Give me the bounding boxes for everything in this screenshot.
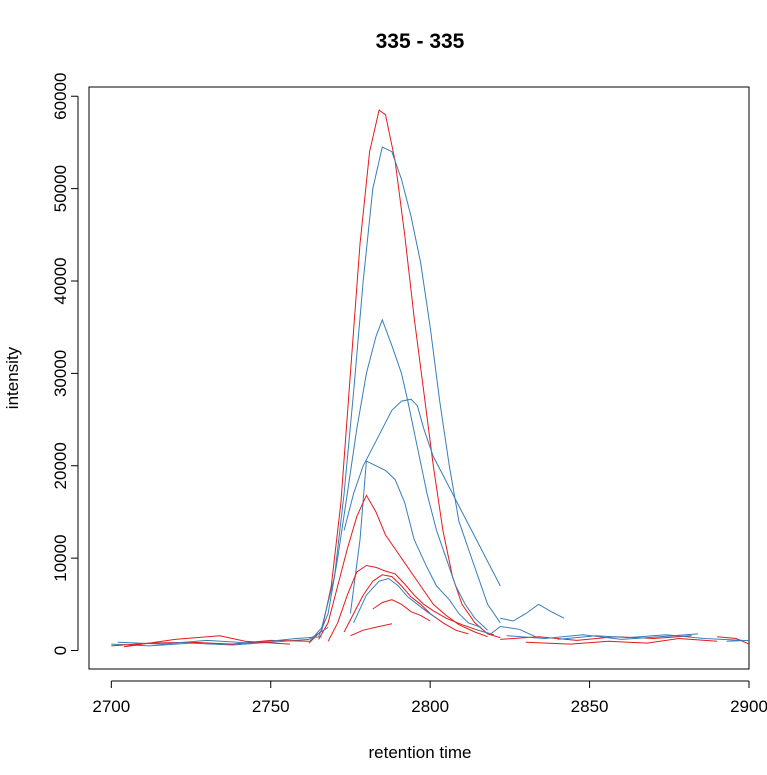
series-line-6 — [318, 494, 488, 640]
series-line-11 — [350, 623, 393, 637]
y-tick-label: 30000 — [51, 350, 70, 397]
x-axis: 2700 2750 2800 2850 2900 — [92, 680, 767, 716]
series-line-3 — [318, 318, 488, 637]
series-line-17 — [124, 635, 290, 648]
series-line-16 — [117, 636, 322, 645]
y-axis-label: intensity — [3, 346, 22, 409]
y-axis: 0 10000 20000 30000 40000 50000 60000 — [51, 73, 79, 655]
series-line-20 — [525, 637, 718, 645]
series-line-19 — [506, 633, 699, 640]
series-line-7 — [327, 564, 495, 642]
series-line-23 — [726, 639, 750, 642]
x-tick-label: 2700 — [92, 697, 130, 716]
x-axis-label: retention time — [369, 743, 472, 762]
series-line-1 — [308, 109, 501, 644]
series-line-14 — [111, 626, 329, 647]
y-tick-label: 50000 — [51, 165, 70, 212]
x-tick-label: 2800 — [411, 697, 449, 716]
series-line-5 — [349, 460, 482, 628]
y-tick-label: 40000 — [51, 257, 70, 304]
chart-title: 335 - 335 — [376, 30, 465, 53]
y-tick-label: 60000 — [51, 73, 70, 120]
series-line-9 — [353, 577, 437, 624]
x-tick-label: 2750 — [252, 697, 290, 716]
series-line-13 — [500, 603, 565, 622]
series-line-12 — [477, 625, 536, 638]
series-line-21 — [557, 634, 743, 641]
series-line-2 — [308, 146, 501, 643]
series-line-22 — [717, 636, 750, 645]
x-tick-label: 2900 — [730, 697, 767, 716]
x-tick-label: 2850 — [571, 697, 609, 716]
series-group — [111, 109, 750, 648]
plot-area — [88, 86, 750, 670]
series-line-10 — [372, 599, 431, 622]
series-line-8 — [343, 574, 469, 635]
y-tick-label: 10000 — [51, 534, 70, 581]
y-tick-label: 0 — [51, 646, 70, 655]
series-line-4 — [343, 398, 501, 587]
y-tick-label: 20000 — [51, 442, 70, 489]
